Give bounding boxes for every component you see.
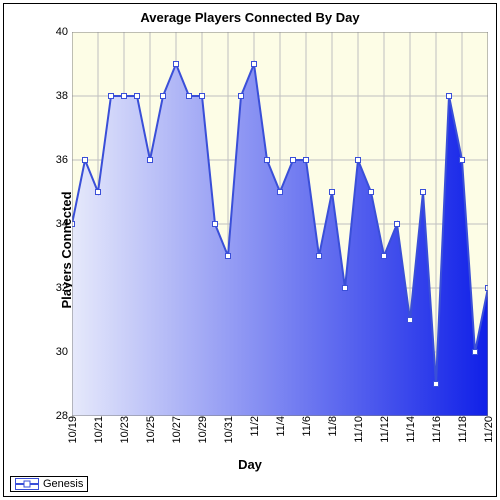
x-tick: 10/19 (65, 416, 79, 444)
y-tick: 34 (56, 218, 72, 230)
x-tick: 11/18 (455, 416, 469, 443)
x-tick: 10/27 (169, 416, 183, 444)
x-tick: 11/4 (273, 416, 287, 437)
legend-label: Genesis (43, 478, 83, 490)
x-tick: 10/29 (195, 416, 209, 444)
x-tick: 10/31 (221, 416, 235, 444)
x-tick: 10/21 (91, 416, 105, 444)
x-tick: 10/25 (143, 416, 157, 444)
x-axis-label: Day (4, 457, 496, 472)
plot-area: 2830323436384010/1910/2110/2310/2510/271… (72, 32, 488, 416)
legend-swatch (15, 478, 39, 490)
x-tick: 10/23 (117, 416, 131, 444)
x-tick: 11/12 (377, 416, 391, 443)
y-tick: 36 (56, 154, 72, 166)
y-tick: 32 (56, 282, 72, 294)
x-tick: 11/6 (299, 416, 313, 437)
x-tick: 11/14 (403, 416, 417, 443)
y-tick: 38 (56, 90, 72, 102)
chart-frame: Average Players Connected By Day Players… (3, 3, 497, 497)
x-tick: 11/10 (351, 416, 365, 443)
y-tick: 40 (56, 26, 72, 38)
y-tick: 30 (56, 346, 72, 358)
x-tick: 11/20 (481, 416, 495, 443)
x-tick: 11/8 (325, 416, 339, 437)
x-tick: 11/2 (247, 416, 261, 437)
x-tick: 11/16 (429, 416, 443, 443)
chart-title: Average Players Connected By Day (4, 10, 496, 25)
legend: Genesis (10, 476, 88, 492)
